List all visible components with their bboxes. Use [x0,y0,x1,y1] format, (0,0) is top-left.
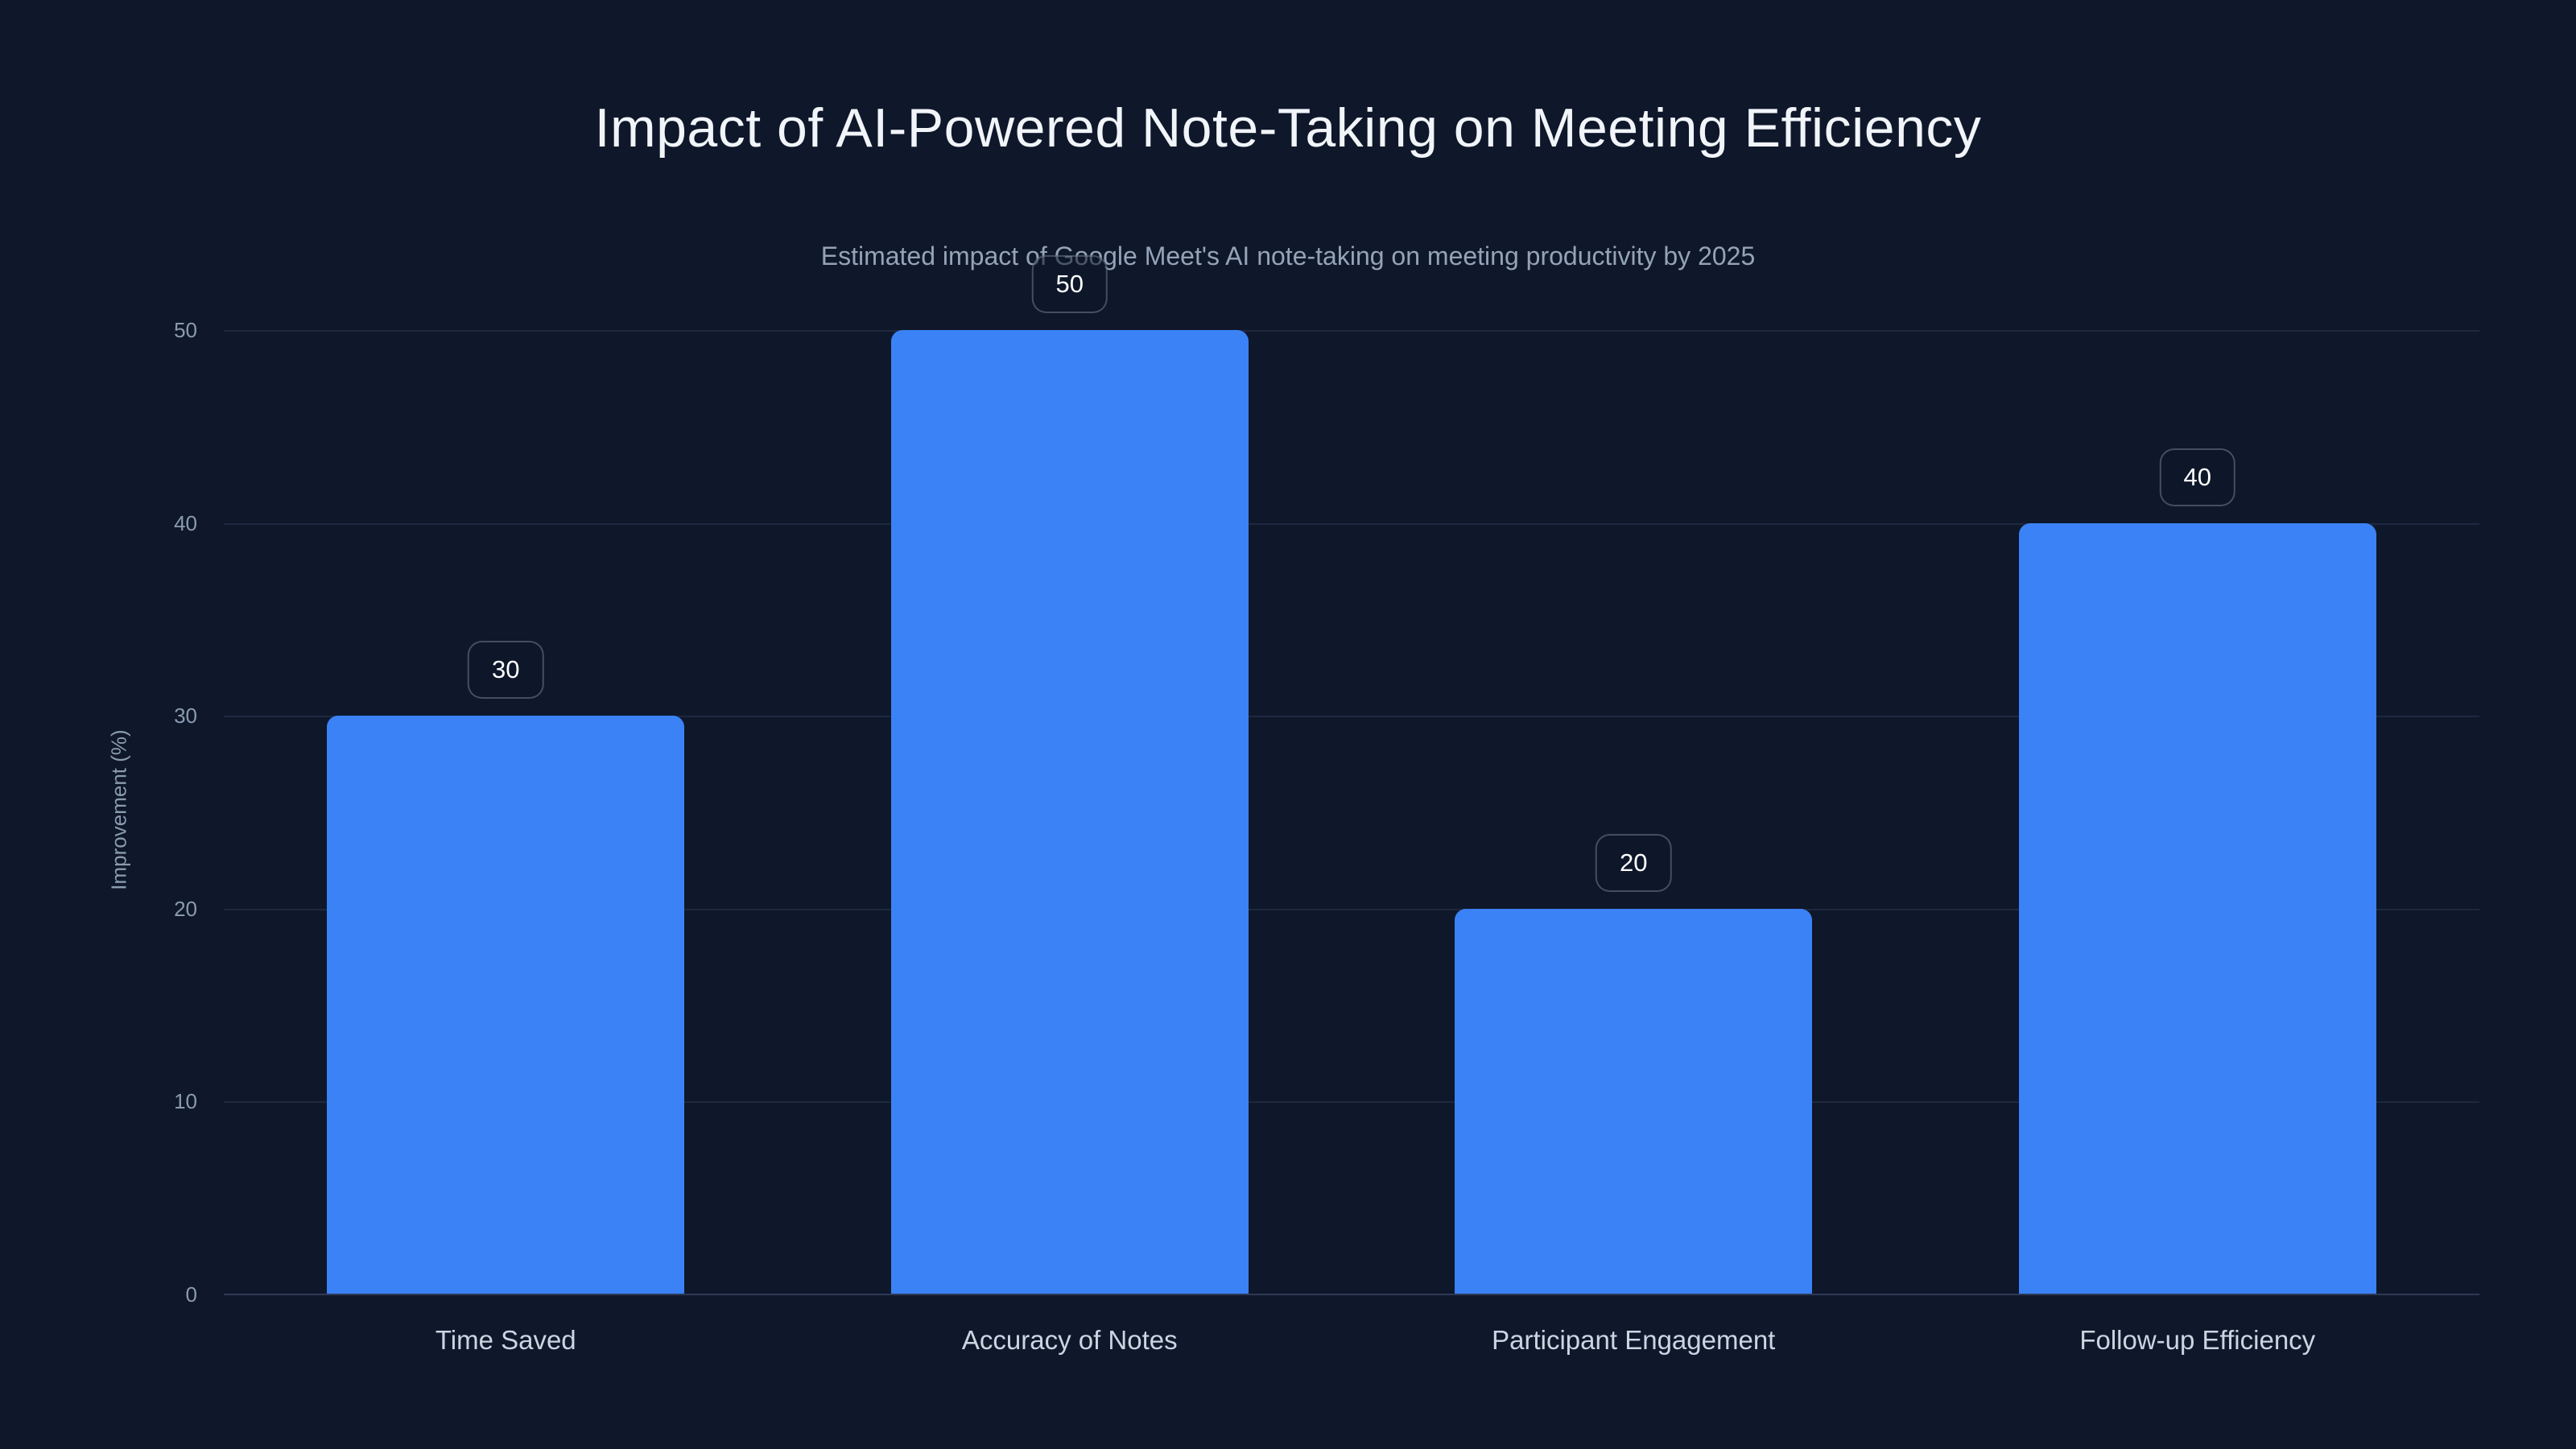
bar-group-time-saved: 30 Time Saved [224,330,788,1355]
gridline-10 [224,1101,2479,1104]
y-tick-label: 30 [174,704,197,729]
gridline-40 [224,522,2479,525]
value-label-chip: 40 [2159,448,2235,506]
gridline-50 [224,330,2479,332]
y-tick-label: 0 [185,1282,197,1307]
value-label-chip: 20 [1596,833,1672,892]
x-axis-label: Time Saved [435,1325,576,1355]
chart-subtitle: Estimated impact of Google Meet's AI not… [820,242,1756,270]
value-label-chip: 30 [468,641,544,700]
chart-title: Impact of AI-Powered Note-Taking on Meet… [594,97,1982,159]
y-tick-label: 10 [174,1089,197,1114]
x-axis-label: Follow-up Efficiency [2079,1325,2316,1355]
y-tick-label: 20 [174,896,197,921]
y-tick-label: 40 [174,510,197,535]
plot-area: 50 40 30 20 10 0 30 Time Saved 50 Accura… [174,255,2480,1355]
gridline-20 [224,908,2479,910]
bar-time-saved [327,716,685,1294]
bar-follow-up-efficiency [2018,522,2376,1294]
bar-group-participant-engagement: 20 Participant Engagement [1352,330,1916,1355]
x-axis-label: Accuracy of Notes [961,1325,1178,1355]
bar-participant-engagement [1455,908,1813,1294]
bar-group-accuracy-of-notes: 50 Accuracy of Notes [788,255,1352,1355]
gridline-30 [224,716,2479,718]
y-tick-label: 50 [174,318,197,342]
x-axis-line [224,1294,2479,1295]
bar-accuracy-of-notes [890,330,1249,1294]
bar-group-follow-up-efficiency: 40 Follow-up Efficiency [1916,330,2480,1355]
y-axis-title: Improvement (%) [106,729,131,890]
x-axis-label: Participant Engagement [1492,1325,1776,1355]
value-label-chip: 50 [1031,255,1108,313]
